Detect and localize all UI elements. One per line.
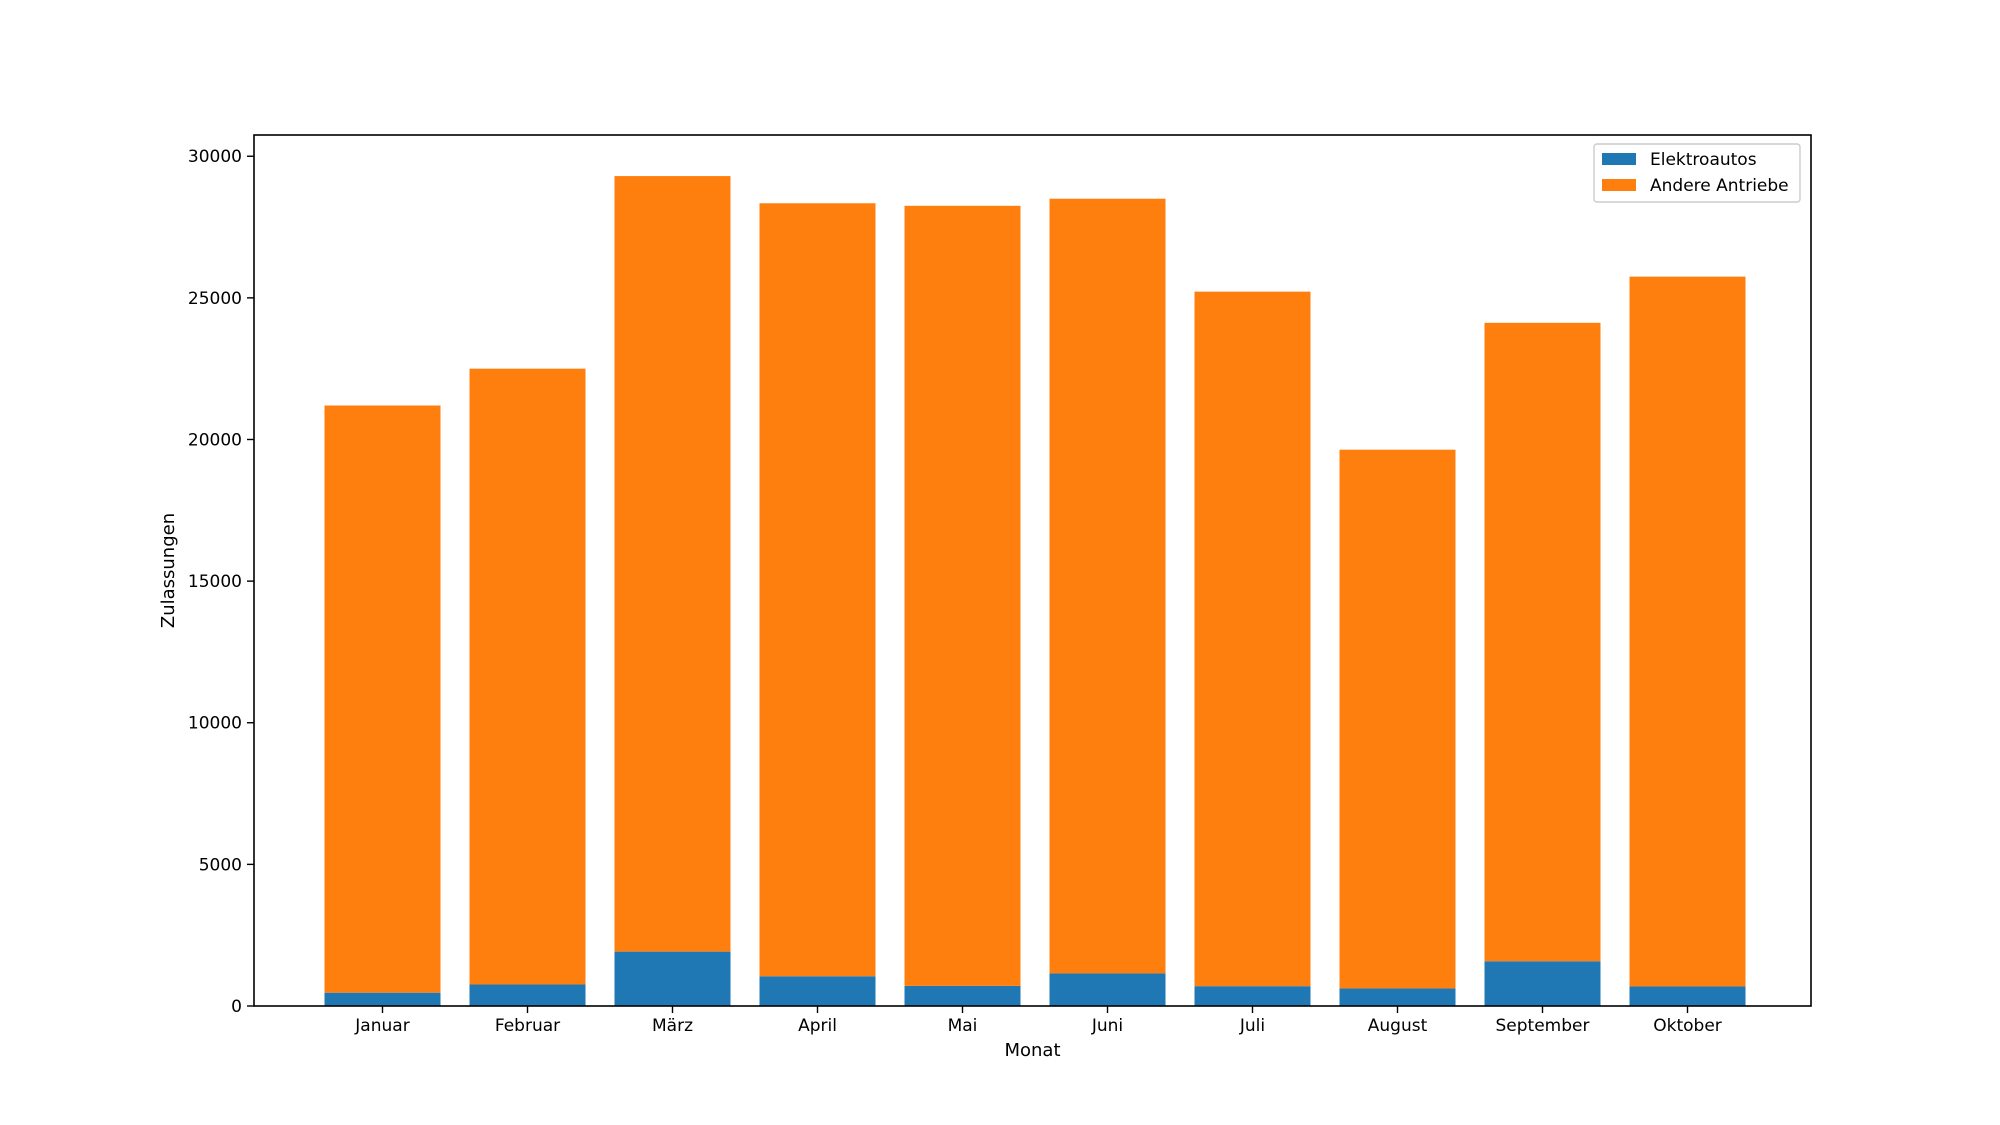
bar-elektroautos-0 xyxy=(324,992,441,1006)
bar-andere-antriebe-1 xyxy=(469,368,586,985)
bar-andere-antriebe-7 xyxy=(1339,449,1456,989)
bar-andere-antriebe-0 xyxy=(324,405,441,993)
bar-andere-antriebe-2 xyxy=(614,176,731,952)
x-tick-label-0: Januar xyxy=(354,1016,409,1036)
legend-label-andere-antriebe: Andere Antriebe xyxy=(1650,176,1789,196)
x-tick-label-9: Oktober xyxy=(1653,1016,1722,1036)
x-axis-ticks: Januar Februar März April Mai Juni Juli August S… xyxy=(354,1006,1722,1036)
bar-elektroautos-7 xyxy=(1339,988,1456,1006)
y-tick-label-5: 25000 xyxy=(188,289,242,309)
legend-label-elektroautos: Elektroautos xyxy=(1650,150,1757,170)
y-tick-label-6: 30000 xyxy=(188,147,242,167)
x-tick-label-7: August xyxy=(1368,1016,1428,1036)
x-axis-label: Monat xyxy=(1004,1040,1060,1061)
x-tick-label-8: September xyxy=(1496,1016,1590,1036)
bar-andere-antriebe-9 xyxy=(1629,276,1746,987)
bar-elektroautos-4 xyxy=(904,985,1021,1006)
y-tick-label-3: 15000 xyxy=(188,572,242,592)
bar-elektroautos-5 xyxy=(1049,973,1166,1006)
bar-andere-antriebe-3 xyxy=(759,203,876,977)
bar-elektroautos-9 xyxy=(1629,986,1746,1006)
y-axis-label: Zulassungen xyxy=(158,513,179,628)
y-tick-label-0: 0 xyxy=(231,997,242,1017)
x-tick-label-1: Februar xyxy=(495,1016,560,1036)
bar-elektroautos-3 xyxy=(759,976,876,1006)
x-tick-label-3: April xyxy=(798,1016,837,1036)
bar-andere-antriebe-6 xyxy=(1194,291,1311,987)
plot-frame xyxy=(253,134,1812,1007)
bar-andere-antriebe-4 xyxy=(904,205,1021,986)
legend-box xyxy=(1593,143,1801,203)
bar-andere-antriebe-8 xyxy=(1484,322,1601,962)
legend-swatch-andere-antriebe xyxy=(1602,179,1636,191)
y-axis-ticks: 0 5000 10000 15000 20000 25000 30000 xyxy=(188,147,254,1017)
y-tick-label-2: 10000 xyxy=(188,714,242,734)
x-tick-label-5: Juni xyxy=(1091,1016,1123,1036)
bar-andere-antriebe-5 xyxy=(1049,198,1166,974)
legend-swatch-elektroautos xyxy=(1602,153,1636,165)
bar-elektroautos-2 xyxy=(614,951,731,1006)
legend: Elektroautos Andere Antriebe xyxy=(1593,143,1801,203)
bar-elektroautos-1 xyxy=(469,984,586,1006)
y-tick-label-4: 20000 xyxy=(188,430,242,450)
bar-elektroautos-6 xyxy=(1194,986,1311,1006)
bar-elektroautos-8 xyxy=(1484,961,1601,1006)
x-tick-label-6: Juli xyxy=(1239,1016,1265,1036)
bars-group xyxy=(324,176,1746,1006)
y-tick-label-1: 5000 xyxy=(199,855,242,875)
x-tick-label-4: Mai xyxy=(948,1016,978,1036)
x-tick-label-2: März xyxy=(652,1016,693,1036)
